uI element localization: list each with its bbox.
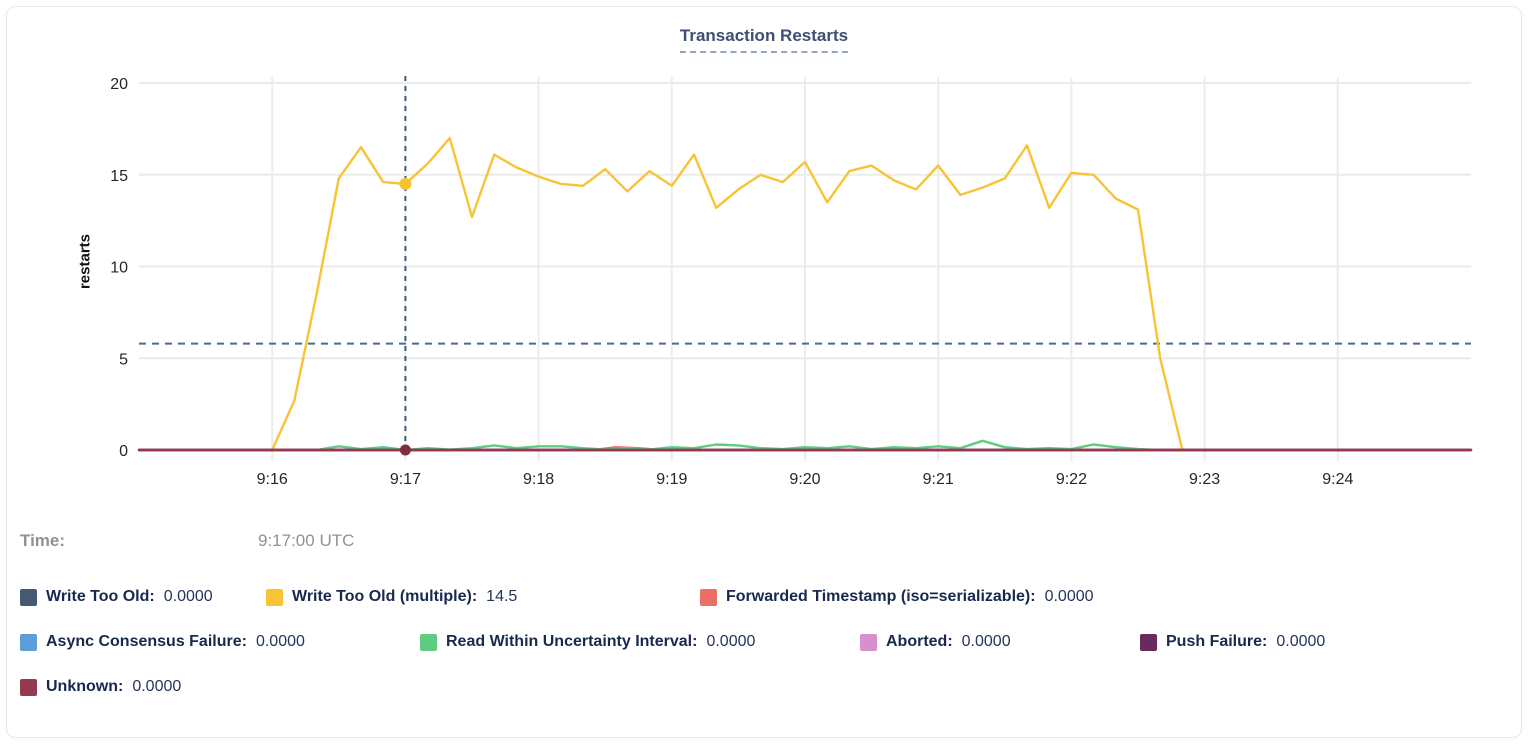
svg-text:9:16: 9:16 — [257, 471, 288, 488]
legend-item-write-too-old-multiple: Write Too Old (multiple): 14.5 — [266, 588, 517, 606]
chart-title: Transaction Restarts — [679, 26, 849, 53]
svg-text:0: 0 — [119, 443, 128, 460]
legend-label: Push Failure: — [1166, 633, 1268, 650]
legend-value: 14.5 — [486, 588, 518, 605]
legend-row-1: Write Too Old: 0.0000 Write Too Old (mul… — [0, 588, 1528, 614]
hover-time-row: Time: 9:17:00 UTC — [0, 531, 1528, 555]
legend-item-push-failure: Push Failure: 0.0000 — [1140, 633, 1325, 651]
legend-swatch — [20, 633, 37, 651]
legend-item-forwarded-timestamp: Forwarded Timestamp (iso=serializable): … — [700, 588, 1094, 606]
gridlines — [139, 77, 1471, 461]
svg-text:9:20: 9:20 — [789, 471, 820, 488]
series-line-read-within-uncertainty-interval — [315, 439, 1162, 452]
legend-label: Async Consensus Failure: — [46, 633, 247, 650]
legend-value: 0.0000 — [163, 588, 213, 605]
chart-card — [6, 6, 1522, 738]
legend-label: Aborted: — [886, 633, 953, 650]
legend-row-3: Unknown: 0.0000 — [0, 678, 1528, 704]
legend-swatch — [20, 588, 37, 606]
legend-label: Unknown: — [46, 678, 124, 695]
legend-item-read-within-uncertainty: Read Within Uncertainty Interval: 0.0000 — [420, 633, 755, 651]
svg-text:9:23: 9:23 — [1189, 471, 1220, 488]
legend-item-aborted: Aborted: 0.0000 — [860, 633, 1011, 651]
legend-swatch — [860, 633, 877, 651]
svg-text:9:24: 9:24 — [1322, 471, 1353, 488]
legend-item-write-too-old: Write Too Old: 0.0000 — [20, 588, 213, 606]
legend-value: 0.0000 — [255, 633, 305, 650]
legend-row-2: Async Consensus Failure: 0.0000 Read Wit… — [0, 633, 1528, 659]
svg-text:9:21: 9:21 — [923, 471, 954, 488]
hover-point-unknown — [399, 444, 411, 456]
y-axis-tick-labels: 0 5 10 15 20 — [110, 76, 128, 460]
legend-swatch — [420, 633, 437, 651]
time-value: 9:17:00 UTC — [258, 531, 355, 550]
svg-text:15: 15 — [110, 168, 128, 185]
legend-swatch — [700, 588, 717, 606]
svg-text:10: 10 — [110, 260, 128, 277]
svg-text:5: 5 — [119, 351, 128, 368]
svg-text:9:22: 9:22 — [1056, 471, 1087, 488]
legend-label: Write Too Old (multiple): — [292, 588, 478, 605]
legend-value: 0.0000 — [706, 633, 756, 650]
legend-label: Write Too Old: — [46, 588, 155, 605]
legend-swatch — [20, 678, 37, 696]
x-axis-tick-labels: 9:16 9:17 9:18 9:19 9:20 9:21 9:22 9:23 9:24 — [257, 471, 1354, 488]
legend-value: 0.0000 — [1276, 633, 1326, 650]
svg-text:9:19: 9:19 — [656, 471, 687, 488]
legend-item-unknown: Unknown: 0.0000 — [20, 678, 181, 696]
legend-item-async-consensus-failure: Async Consensus Failure: 0.0000 — [20, 633, 305, 651]
legend-swatch — [1140, 633, 1157, 651]
legend-value: 0.0000 — [132, 678, 182, 695]
svg-text:20: 20 — [110, 76, 128, 93]
legend-value: 0.0000 — [1044, 588, 1094, 605]
series-line-write-too-old-multiple — [271, 136, 1184, 452]
hover-point-write-too-old-multiple — [399, 177, 412, 190]
y-axis-title: restarts — [76, 233, 94, 290]
legend-label: Forwarded Timestamp (iso=serializable): — [726, 588, 1036, 605]
svg-text:9:17: 9:17 — [390, 471, 421, 488]
legend-value: 0.0000 — [961, 633, 1011, 650]
svg-text:9:18: 9:18 — [523, 471, 554, 488]
legend-swatch — [266, 588, 283, 606]
time-label: Time: — [20, 531, 66, 550]
legend-label: Read Within Uncertainty Interval: — [446, 633, 698, 650]
transaction-restarts-chart[interactable]: 0 5 10 15 20 9:16 9:17 9:18 9:19 9:20 9:21 9:22 9:23… — [0, 0, 1528, 524]
